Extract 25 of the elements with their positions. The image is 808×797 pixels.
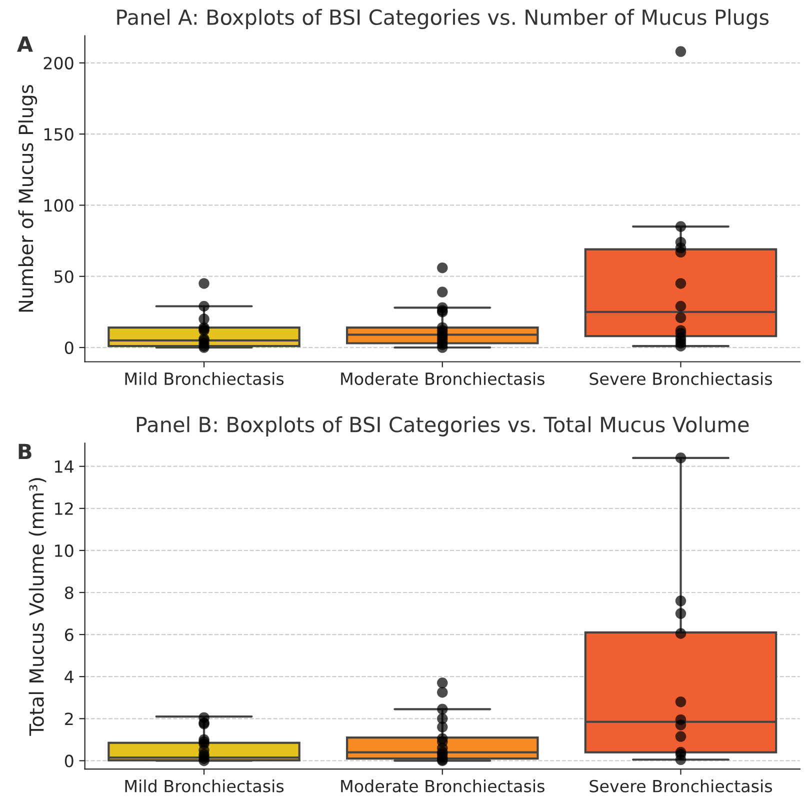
x-tick-label: Moderate Bronchiectasis	[341, 372, 544, 386]
y-tick-label: 8	[64, 586, 74, 600]
x-tick-label: Moderate Bronchiectasis	[341, 780, 544, 792]
y-tick-label: 0	[64, 754, 74, 768]
text: B	[18, 444, 32, 460]
y-tick-label: 14	[55, 460, 74, 473]
chart-title: Panel B: Boxplots of BSI Categories vs. Total Mucus Volume	[136, 416, 749, 436]
x-tick-label: Mild Bronchiectasis	[125, 780, 284, 792]
y-axis-title: Number of Mucus Plugs	[18, 84, 38, 312]
y-tick-label: 4	[64, 670, 74, 683]
x-tick-label: Severe Bronchiectasis	[590, 372, 772, 386]
y-tick-label: 200	[44, 56, 74, 70]
y-axis-title: Total Mucus Volume (mm³)	[28, 478, 46, 736]
chart-title: Panel A: Boxplots of BSI Categories vs. Number of Mucus Plugs	[117, 8, 769, 30]
y-tick-label: 50	[54, 270, 74, 283]
y-tick-label: 10	[55, 544, 74, 558]
text: A	[17, 36, 33, 52]
y-tick-label: 0	[64, 341, 74, 354]
x-tick-label: Mild Bronchiectasis	[125, 372, 284, 386]
y-tick-label: 2	[65, 712, 73, 725]
y-tick-label: 100	[44, 199, 74, 212]
y-tick-label: 6	[64, 628, 74, 642]
y-tick-label: 150	[44, 128, 74, 141]
x-tick-label: Severe Bronchiectasis	[590, 780, 772, 792]
y-tick-label: 12	[55, 502, 73, 515]
